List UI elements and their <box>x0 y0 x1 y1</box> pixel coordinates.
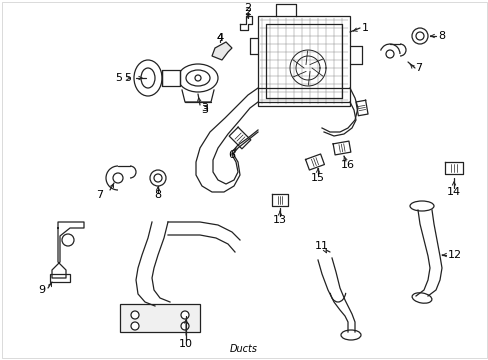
Ellipse shape <box>340 330 360 340</box>
Circle shape <box>415 32 423 40</box>
Text: 5: 5 <box>115 73 122 83</box>
Circle shape <box>154 174 162 182</box>
Text: 5: 5 <box>124 73 131 83</box>
Ellipse shape <box>185 70 209 86</box>
Ellipse shape <box>134 60 162 96</box>
Circle shape <box>62 234 74 246</box>
Polygon shape <box>212 42 231 60</box>
Text: 2: 2 <box>244 7 251 17</box>
Text: 14: 14 <box>446 187 460 197</box>
Text: 9: 9 <box>39 285 45 295</box>
Text: 3: 3 <box>201 105 208 115</box>
Text: 8: 8 <box>437 31 444 41</box>
Circle shape <box>385 50 393 58</box>
Text: 11: 11 <box>314 241 328 251</box>
Text: 7: 7 <box>96 190 103 200</box>
Text: 15: 15 <box>310 173 325 183</box>
Text: 10: 10 <box>179 339 193 349</box>
Circle shape <box>131 322 139 330</box>
Ellipse shape <box>141 68 155 88</box>
Text: 12: 12 <box>447 250 461 260</box>
Text: 1: 1 <box>361 23 368 33</box>
Text: 4: 4 <box>216 33 223 43</box>
Text: 6: 6 <box>228 150 235 160</box>
Circle shape <box>195 75 201 81</box>
Text: Ducts: Ducts <box>229 344 258 354</box>
Text: 7: 7 <box>414 63 421 73</box>
Bar <box>162 70 180 86</box>
Text: 13: 13 <box>272 215 286 225</box>
Ellipse shape <box>178 64 218 92</box>
Text: 3: 3 <box>201 103 208 113</box>
Text: 8: 8 <box>154 190 161 200</box>
Text: 2: 2 <box>244 3 251 13</box>
Text: 4: 4 <box>216 33 223 43</box>
Bar <box>258 16 349 106</box>
Circle shape <box>411 28 427 44</box>
Bar <box>120 304 200 332</box>
Bar <box>50 274 70 282</box>
Circle shape <box>150 170 165 186</box>
Text: 16: 16 <box>340 160 354 170</box>
Ellipse shape <box>411 293 431 303</box>
Circle shape <box>113 173 123 183</box>
Circle shape <box>131 311 139 319</box>
Circle shape <box>181 322 189 330</box>
Ellipse shape <box>409 201 433 211</box>
Circle shape <box>181 311 189 319</box>
